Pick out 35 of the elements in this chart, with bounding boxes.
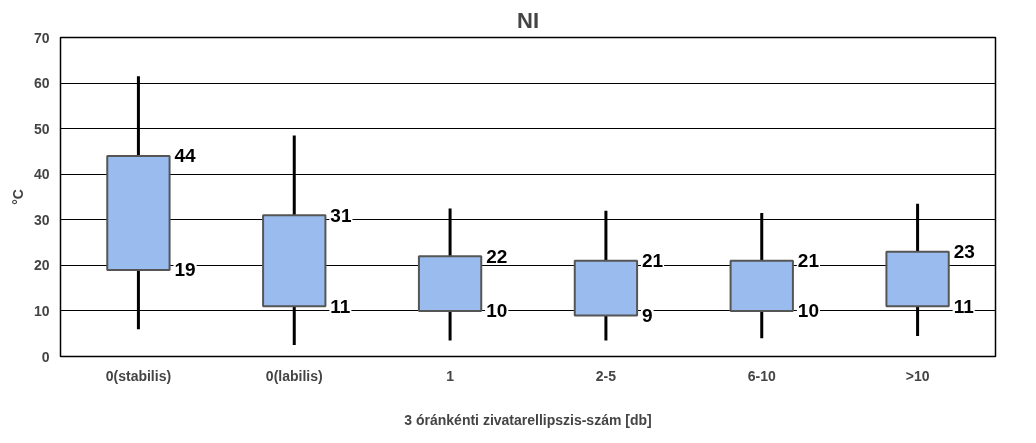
x-tick-label: 0(stabilis) bbox=[105, 367, 172, 384]
bar bbox=[262, 214, 327, 308]
annotation: 22 bbox=[486, 245, 508, 267]
y-tick-label: 40 bbox=[33, 166, 50, 183]
annotation: 11 bbox=[330, 295, 351, 317]
annotation: 10 bbox=[486, 300, 508, 322]
x-tick-label: 1 bbox=[446, 367, 455, 384]
bar bbox=[573, 259, 639, 317]
x-tick-label: >10 bbox=[905, 367, 930, 384]
annotation: 21 bbox=[797, 250, 820, 272]
bar bbox=[417, 255, 483, 312]
annotation: 21 bbox=[641, 250, 664, 272]
x-tick-label: 2-5 bbox=[595, 367, 617, 384]
bar bbox=[885, 250, 950, 308]
x-axis-title: 3 óránkénti zivatarellipszis-szám [db] bbox=[404, 411, 652, 428]
y-tick-label: 70 bbox=[33, 29, 50, 46]
annotation: 19 bbox=[174, 259, 196, 281]
bar bbox=[729, 259, 794, 312]
y-tick-label: 20 bbox=[33, 257, 50, 274]
annotation: 23 bbox=[953, 241, 975, 263]
y-tick-label: 30 bbox=[33, 211, 50, 228]
annotation: 11 bbox=[953, 295, 975, 317]
bar bbox=[106, 154, 171, 271]
chart-title: NI bbox=[517, 7, 539, 33]
annotation: 9 bbox=[641, 304, 653, 326]
annotation: 44 bbox=[174, 145, 197, 167]
annotation: 10 bbox=[797, 300, 819, 322]
y-tick-label: 60 bbox=[33, 75, 50, 92]
y-tick-label: 50 bbox=[33, 120, 50, 137]
y-tick-label: 0 bbox=[41, 348, 50, 365]
annotation: 31 bbox=[330, 204, 352, 226]
y-tick-label: 10 bbox=[33, 302, 50, 319]
x-tick-label: 0(labilis) bbox=[265, 367, 323, 384]
x-tick-label: 6-10 bbox=[747, 367, 776, 384]
y-axis-title: °C bbox=[9, 189, 26, 205]
